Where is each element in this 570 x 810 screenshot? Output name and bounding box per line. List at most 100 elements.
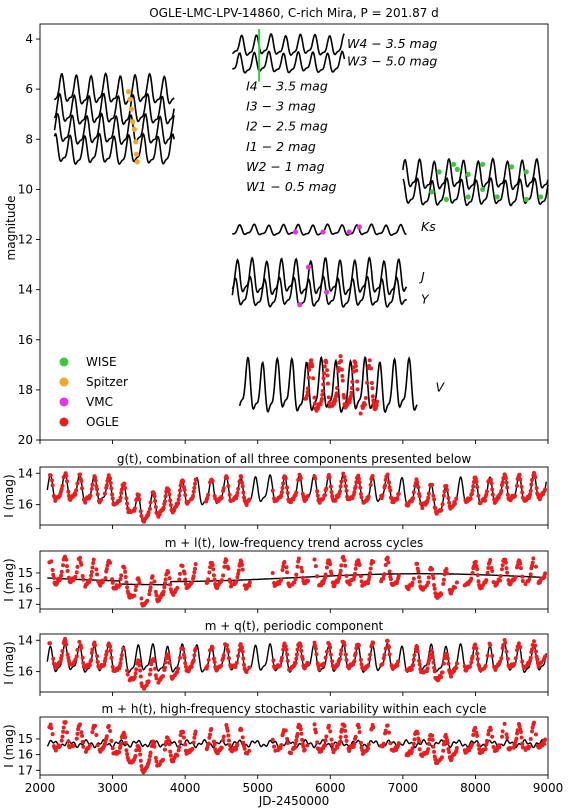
- legend-marker: [59, 397, 69, 407]
- ogle-point: [86, 746, 91, 751]
- ogle-point: [508, 746, 513, 751]
- ogle-point: [429, 648, 434, 653]
- ogle-point: [396, 573, 401, 578]
- ogle-point: [410, 580, 415, 585]
- main-plot-frame: [39, 23, 549, 441]
- ogle-point: [388, 577, 393, 582]
- ogle-point: [381, 741, 386, 746]
- series-ogle-point: [322, 364, 327, 369]
- series-ogle-point: [311, 376, 316, 381]
- main-y-ticks: 4 6 8 10 12 14 16 18 20: [18, 32, 40, 447]
- combined-series-group: [46, 470, 548, 524]
- ogle-point: [78, 722, 83, 727]
- ogle-point: [426, 575, 431, 580]
- x-tick-label: 9000: [533, 781, 564, 795]
- ogle-point: [342, 643, 347, 648]
- ogle-point: [328, 645, 333, 650]
- ogle-point: [283, 476, 288, 481]
- ogle-point: [240, 645, 245, 650]
- ogle-point: [239, 727, 244, 732]
- ogle-point: [531, 556, 536, 561]
- ogle-point: [119, 491, 124, 496]
- ogle-point: [66, 739, 71, 744]
- ogle-point: [505, 570, 510, 575]
- ogle-point: [353, 571, 358, 576]
- ogle-point: [475, 573, 480, 578]
- ogle-point: [439, 592, 444, 597]
- ogle-point: [312, 640, 317, 645]
- ogle-point: [236, 486, 241, 491]
- ogle-point: [350, 496, 355, 501]
- ogle-point: [528, 736, 533, 741]
- ogle-point: [420, 505, 425, 510]
- ogle-point: [533, 475, 538, 480]
- ogle-point: [61, 729, 66, 734]
- ogle-point: [154, 676, 159, 681]
- ogle-point: [211, 573, 216, 578]
- ogle-point: [391, 500, 396, 505]
- ogle-point: [190, 746, 195, 751]
- ogle-point: [366, 663, 371, 668]
- ogle-point: [177, 488, 182, 493]
- ogle-point: [396, 741, 401, 746]
- ogle-point: [95, 572, 100, 577]
- ogle-point: [475, 567, 480, 572]
- ogle-point: [329, 737, 334, 742]
- ogle-point: [518, 645, 523, 650]
- ogle-point: [241, 490, 246, 495]
- ogle-point: [498, 573, 503, 578]
- ogle-point: [193, 646, 198, 651]
- ogle-point: [328, 729, 333, 734]
- ogle-point: [75, 564, 80, 569]
- series-vmc-point: [320, 229, 326, 235]
- ogle-point: [454, 496, 459, 501]
- ogle-point: [541, 492, 546, 497]
- ogle-point: [285, 741, 290, 746]
- ogle-point: [454, 661, 459, 666]
- ogle-point: [132, 506, 137, 511]
- x-tick-label: 3000: [97, 781, 128, 795]
- series-ogle-point: [316, 406, 321, 411]
- ogle-point: [161, 505, 166, 510]
- ogle-point: [219, 578, 224, 583]
- ogle-point: [454, 746, 459, 751]
- ogle-point: [329, 571, 334, 576]
- ogle-point: [180, 563, 185, 568]
- ogle-point: [193, 729, 198, 734]
- ogle-point: [294, 738, 299, 743]
- ogle-point: [467, 664, 472, 669]
- y-tick-label: 16: [18, 665, 33, 679]
- series-vmc-point: [324, 289, 330, 295]
- ogle-point: [122, 565, 127, 570]
- ogle-point: [293, 577, 298, 582]
- ogle-point: [219, 663, 224, 668]
- ogle-point: [444, 484, 449, 489]
- ogle-point: [520, 741, 525, 746]
- ogle-point: [87, 743, 92, 748]
- ogle-point: [475, 651, 480, 656]
- ogle-point: [292, 580, 297, 585]
- ogle-point: [234, 660, 239, 665]
- ogle-point: [93, 723, 98, 728]
- ogle-point: [109, 738, 114, 743]
- periodic-panel-title: m + q(t), periodic component: [205, 619, 384, 633]
- ogle-point: [338, 568, 343, 573]
- series-ogle-point: [363, 396, 368, 401]
- ogle-point: [89, 650, 94, 655]
- ogle-point: [75, 647, 80, 652]
- ogle-point: [153, 504, 158, 509]
- ogle-point: [81, 744, 86, 749]
- ogle-point: [505, 492, 510, 497]
- series-w2-1-mag-line: [402, 157, 549, 191]
- series-ogle-point: [369, 366, 374, 371]
- ogle-point: [520, 745, 525, 750]
- combined-component-panel: g(t), combination of all three component…: [2, 452, 549, 529]
- ogle-point: [528, 572, 533, 577]
- series-ogle-point: [358, 411, 363, 416]
- ogle-point: [163, 494, 168, 499]
- ogle-point: [104, 649, 109, 654]
- ogle-point: [93, 478, 98, 483]
- main-y-tick-label: 6: [25, 82, 33, 96]
- series-ogle-point: [336, 365, 341, 370]
- ogle-point: [299, 731, 304, 736]
